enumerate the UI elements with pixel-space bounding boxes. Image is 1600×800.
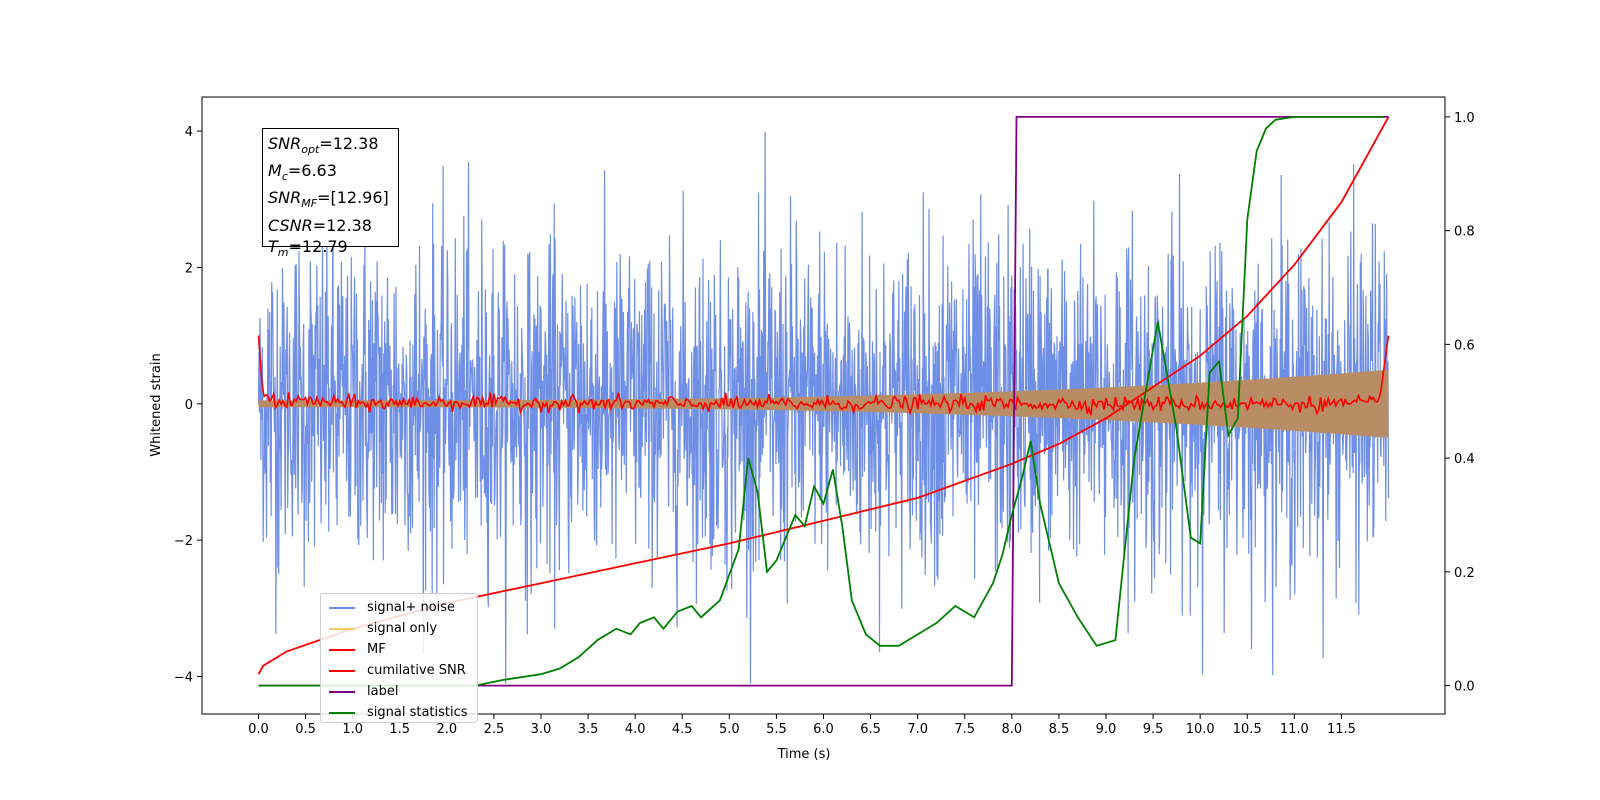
stats-line: Tm=12.79: [268, 236, 398, 263]
stats-symbol: CSNR: [268, 215, 313, 235]
y-axis-label: Whitened strain: [149, 353, 164, 456]
series-signal-noise: [257, 131, 1390, 684]
x-tick-label: 2.0: [436, 722, 457, 737]
x-tick-label: 1.0: [342, 722, 363, 737]
y-tick-label: −4: [174, 671, 193, 686]
legend-item: cumilative SNR: [329, 660, 477, 681]
x-tick-label: 3.0: [531, 722, 552, 737]
series-signal-statistics: [258, 116, 1384, 687]
stats-symbol: T: [268, 236, 278, 256]
legend: signal+ noise signal only MF cumilative SNR…: [320, 593, 478, 723]
y-tick-label: −2: [174, 534, 193, 549]
x-tick-label: 2.5: [484, 722, 505, 737]
stats-value: =12.38: [319, 134, 379, 153]
x-tick-label: 5.0: [719, 722, 740, 737]
y2-tick-label: 1.0: [1454, 111, 1475, 126]
legend-item: label: [329, 681, 477, 702]
x-tick-label: 4.5: [672, 722, 693, 737]
legend-item: signal+ noise: [329, 597, 477, 618]
legend-item: MF: [329, 639, 477, 660]
stats-line: SNRMF=[12.96]: [268, 187, 398, 214]
y2-tick-label: 0.0: [1454, 680, 1475, 695]
y2-tick-label: 0.6: [1454, 338, 1475, 353]
legend-label: MF: [367, 642, 386, 657]
stats-box: SNRopt=12.38 Mc=6.63 SNRMF=[12.96] CSNR=12.…: [262, 128, 399, 259]
series-label: [258, 116, 1389, 687]
y-tick-label: 4: [185, 125, 193, 140]
x-tick-label: 11.5: [1327, 722, 1356, 737]
x-tick-label: 11.0: [1280, 722, 1309, 737]
stats-value: =[12.96]: [317, 188, 389, 208]
x-tick-label: 5.5: [766, 722, 787, 737]
y-tick-label: 2: [185, 261, 193, 276]
stats-subscript: m: [277, 245, 289, 259]
y-tick-label: 0: [185, 398, 193, 413]
stats-subscript: c: [281, 170, 288, 184]
stats-subscript: opt: [301, 143, 320, 157]
legend-label: cumilative SNR: [367, 663, 466, 678]
series-mf: [257, 335, 1390, 416]
stats-subscript: MF: [301, 197, 318, 211]
x-tick-label: 6.0: [813, 722, 834, 737]
stats-value: =6.63: [287, 161, 337, 181]
legend-label: signal+ noise: [367, 600, 456, 615]
x-tick-label: 9.5: [1143, 722, 1164, 737]
legend-swatch: [329, 606, 355, 609]
x-tick-label: 7.0: [907, 722, 928, 737]
x-tick-label: 3.5: [578, 722, 599, 737]
stats-symbol: SNR: [268, 134, 302, 153]
x-tick-label: 1.5: [389, 722, 410, 737]
legend-item: signal only: [329, 618, 477, 639]
x-tick-label: 0.5: [295, 722, 316, 737]
stats-line: CSNR=12.38: [268, 215, 398, 236]
x-axis-label: Time (s): [777, 747, 831, 762]
x-tick-label: 10.0: [1186, 722, 1215, 737]
x-tick-label: 7.5: [954, 722, 975, 737]
legend-label: signal only: [367, 621, 438, 636]
y2-tick-label: 0.8: [1454, 225, 1475, 240]
y2-tick-label: 0.2: [1454, 566, 1475, 581]
stats-value: =12.79: [288, 236, 348, 256]
stats-line: SNRopt=12.38: [268, 133, 398, 160]
x-tick-label: 6.5: [860, 722, 881, 737]
legend-swatch: [329, 648, 355, 651]
stats-symbol: M: [268, 161, 282, 181]
x-tick-label: 8.0: [1001, 722, 1022, 737]
x-tick-label: 9.0: [1096, 722, 1117, 737]
legend-swatch: [329, 711, 355, 714]
legend-swatch: [329, 669, 355, 672]
stats-value: =12.38: [312, 215, 372, 235]
stats-line: Mc=6.63: [268, 160, 398, 187]
legend-item: signal statistics: [329, 702, 477, 723]
x-tick-label: 10.5: [1233, 722, 1262, 737]
x-tick-label: 0.0: [248, 722, 269, 737]
legend-label: signal statistics: [367, 705, 468, 720]
y2-tick-label: 0.4: [1454, 452, 1475, 467]
x-tick-label: 8.5: [1049, 722, 1070, 737]
stats-symbol: SNR: [268, 188, 302, 208]
legend-label: label: [367, 684, 399, 699]
legend-swatch: [329, 690, 355, 693]
legend-swatch: [329, 627, 355, 630]
x-tick-label: 4.0: [625, 722, 646, 737]
